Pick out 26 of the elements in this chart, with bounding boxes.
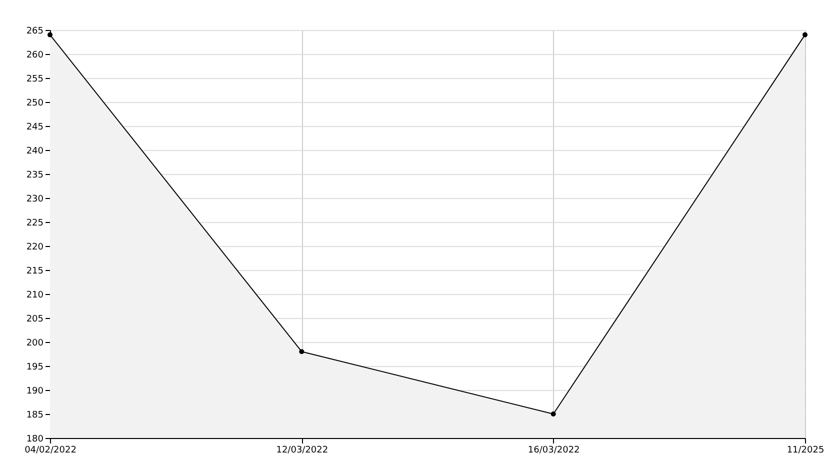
y-tick-label: 255 <box>26 74 44 84</box>
y-tick-label: 180 <box>26 434 44 444</box>
x-tick-label: 11/2025 <box>786 446 824 456</box>
point <box>550 412 556 416</box>
y-tick-label: 185 <box>26 410 44 420</box>
y-tick-label: 245 <box>26 122 44 132</box>
y-tick-label: 260 <box>26 50 44 60</box>
point <box>299 349 304 354</box>
y-tick-label: 265 <box>26 26 44 36</box>
y-tick-label: 240 <box>26 146 44 156</box>
point <box>802 32 808 38</box>
y-tick-label: 220 <box>26 242 44 252</box>
y-tick-label: 195 <box>26 362 44 372</box>
point <box>48 32 52 38</box>
y-tick-label: 215 <box>26 266 44 276</box>
y-tick-label: 235 <box>26 170 44 180</box>
y-tick-label: 225 <box>26 218 44 228</box>
y-tick-label: 205 <box>26 314 44 324</box>
y-tick-label: 230 <box>26 194 44 204</box>
y-tick-label: 200 <box>26 338 44 348</box>
y-tick-label: 190 <box>26 386 44 396</box>
y-tick-label: 210 <box>26 290 44 300</box>
x-tick-label: 12/03/2022 <box>276 446 328 456</box>
x-tick-label: 04/02/2022 <box>24 446 76 456</box>
x-tick-label: 16/03/2022 <box>528 446 580 456</box>
y-tick-label: 250 <box>26 98 44 108</box>
